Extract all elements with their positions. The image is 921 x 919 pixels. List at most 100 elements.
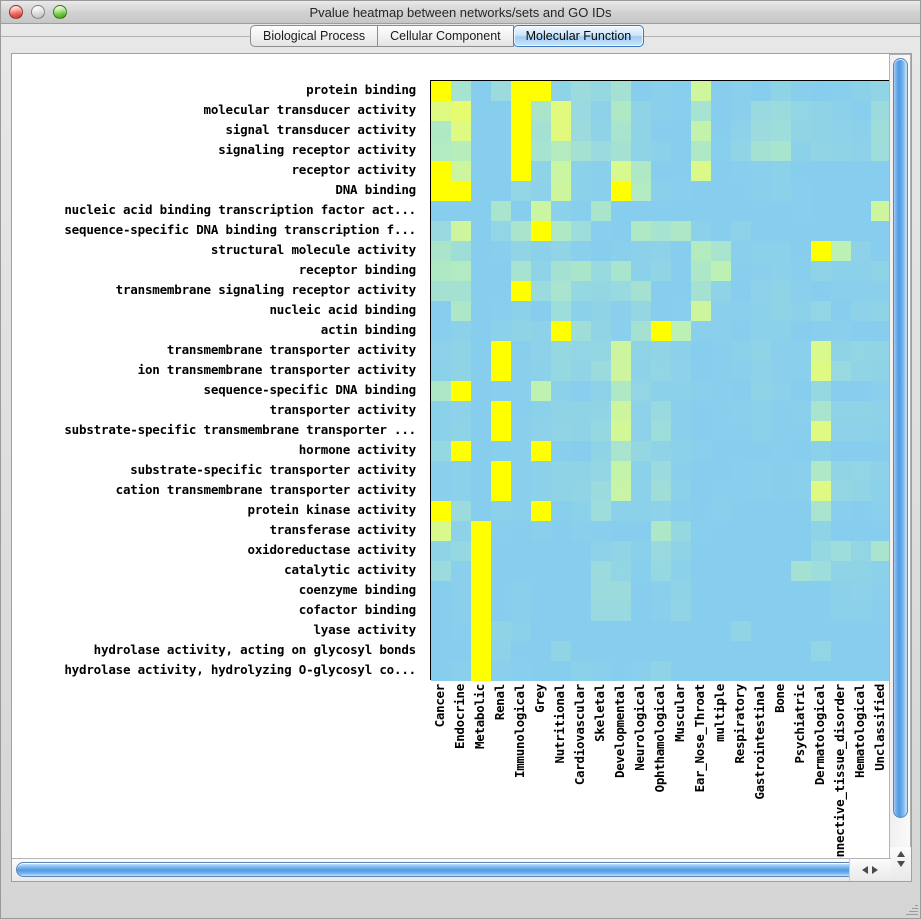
zoom-icon[interactable]: [53, 5, 67, 19]
heatmap-cell[interactable]: [671, 301, 691, 321]
heatmap-cell[interactable]: [591, 161, 611, 181]
heatmap-cell[interactable]: [851, 341, 871, 361]
heatmap-cell[interactable]: [751, 281, 771, 301]
heatmap-cell[interactable]: [851, 521, 871, 541]
heatmap-cell[interactable]: [791, 161, 811, 181]
heatmap-cell[interactable]: [491, 81, 511, 101]
heatmap-cell[interactable]: [551, 521, 571, 541]
heatmap-cell[interactable]: [571, 321, 591, 341]
heatmap-cell[interactable]: [711, 101, 731, 121]
heatmap-cell[interactable]: [671, 101, 691, 121]
heatmap-cell[interactable]: [771, 201, 791, 221]
heatmap-cell[interactable]: [771, 481, 791, 501]
heatmap-cell[interactable]: [811, 461, 831, 481]
heatmap-cell[interactable]: [471, 241, 491, 261]
heatmap-cell[interactable]: [651, 101, 671, 121]
heatmap-cell[interactable]: [571, 481, 591, 501]
heatmap-cell[interactable]: [531, 441, 551, 461]
heatmap-cell[interactable]: [651, 301, 671, 321]
heatmap-cell[interactable]: [831, 561, 851, 581]
heatmap-cell[interactable]: [771, 401, 791, 421]
heatmap-cell[interactable]: [851, 561, 871, 581]
resize-grip[interactable]: [904, 903, 918, 917]
heatmap-cell[interactable]: [511, 101, 531, 121]
heatmap-cell[interactable]: [591, 461, 611, 481]
heatmap-cell[interactable]: [771, 301, 791, 321]
heatmap-cell[interactable]: [451, 261, 471, 281]
heatmap-cell[interactable]: [491, 401, 511, 421]
heatmap-cell[interactable]: [591, 181, 611, 201]
heatmap-cell[interactable]: [871, 341, 891, 361]
heatmap-cell[interactable]: [651, 621, 671, 641]
heatmap-cell[interactable]: [851, 81, 871, 101]
heatmap-cell[interactable]: [871, 261, 891, 281]
heatmap-cell[interactable]: [671, 481, 691, 501]
heatmap-cell[interactable]: [631, 161, 651, 181]
heatmap-cell[interactable]: [671, 541, 691, 561]
heatmap-cell[interactable]: [851, 221, 871, 241]
heatmap-cell[interactable]: [651, 641, 671, 661]
heatmap-cell[interactable]: [571, 521, 591, 541]
heatmap-cell[interactable]: [451, 101, 471, 121]
heatmap-cell[interactable]: [751, 321, 771, 341]
heatmap-cell[interactable]: [471, 141, 491, 161]
heatmap-cell[interactable]: [791, 581, 811, 601]
heatmap-cell[interactable]: [611, 201, 631, 221]
heatmap-cell[interactable]: [751, 421, 771, 441]
heatmap-cell[interactable]: [871, 621, 891, 641]
heatmap-cell[interactable]: [671, 241, 691, 261]
heatmap-cell[interactable]: [831, 141, 851, 161]
scroll-left-icon[interactable]: [861, 866, 868, 874]
heatmap-cell[interactable]: [811, 121, 831, 141]
heatmap-cell[interactable]: [731, 401, 751, 421]
heatmap-cell[interactable]: [671, 581, 691, 601]
heatmap-cell[interactable]: [711, 141, 731, 161]
heatmap-cell[interactable]: [751, 101, 771, 121]
heatmap-cell[interactable]: [651, 341, 671, 361]
heatmap-cell[interactable]: [671, 361, 691, 381]
heatmap-cell[interactable]: [431, 561, 451, 581]
heatmap-cell[interactable]: [691, 201, 711, 221]
heatmap-cell[interactable]: [431, 81, 451, 101]
heatmap-cell[interactable]: [631, 461, 651, 481]
heatmap-cell[interactable]: [811, 501, 831, 521]
heatmap-cell[interactable]: [871, 601, 891, 621]
heatmap-cell[interactable]: [731, 381, 751, 401]
heatmap-cell[interactable]: [611, 601, 631, 621]
heatmap-cell[interactable]: [791, 261, 811, 281]
heatmap-cell[interactable]: [671, 161, 691, 181]
heatmap-cell[interactable]: [731, 641, 751, 661]
heatmap-cell[interactable]: [591, 361, 611, 381]
heatmap-cell[interactable]: [711, 121, 731, 141]
heatmap-cell[interactable]: [671, 341, 691, 361]
heatmap-cell[interactable]: [831, 541, 851, 561]
heatmap-cell[interactable]: [691, 641, 711, 661]
heatmap-cell[interactable]: [811, 381, 831, 401]
heatmap-cell[interactable]: [431, 421, 451, 441]
heatmap-cell[interactable]: [871, 661, 891, 681]
heatmap-cell[interactable]: [731, 361, 751, 381]
heatmap-cell[interactable]: [551, 321, 571, 341]
heatmap-cell[interactable]: [591, 381, 611, 401]
heatmap-cell[interactable]: [571, 401, 591, 421]
heatmap-cell[interactable]: [691, 341, 711, 361]
heatmap-cell[interactable]: [771, 321, 791, 341]
heatmap-cell[interactable]: [571, 121, 591, 141]
heatmap-cell[interactable]: [791, 441, 811, 461]
heatmap-cell[interactable]: [711, 301, 731, 321]
heatmap-cell[interactable]: [431, 361, 451, 381]
heatmap-cell[interactable]: [731, 501, 751, 521]
heatmap-cell[interactable]: [811, 301, 831, 321]
heatmap-cell[interactable]: [491, 361, 511, 381]
heatmap-cell[interactable]: [691, 481, 711, 501]
heatmap-cell[interactable]: [491, 661, 511, 681]
heatmap-cell[interactable]: [811, 161, 831, 181]
heatmap-cell[interactable]: [831, 201, 851, 221]
heatmap-cell[interactable]: [511, 141, 531, 161]
heatmap-cell[interactable]: [451, 421, 471, 441]
heatmap-cell[interactable]: [431, 481, 451, 501]
heatmap-cell[interactable]: [531, 281, 551, 301]
heatmap-cell[interactable]: [691, 461, 711, 481]
heatmap-cell[interactable]: [751, 381, 771, 401]
heatmap-cell[interactable]: [771, 521, 791, 541]
